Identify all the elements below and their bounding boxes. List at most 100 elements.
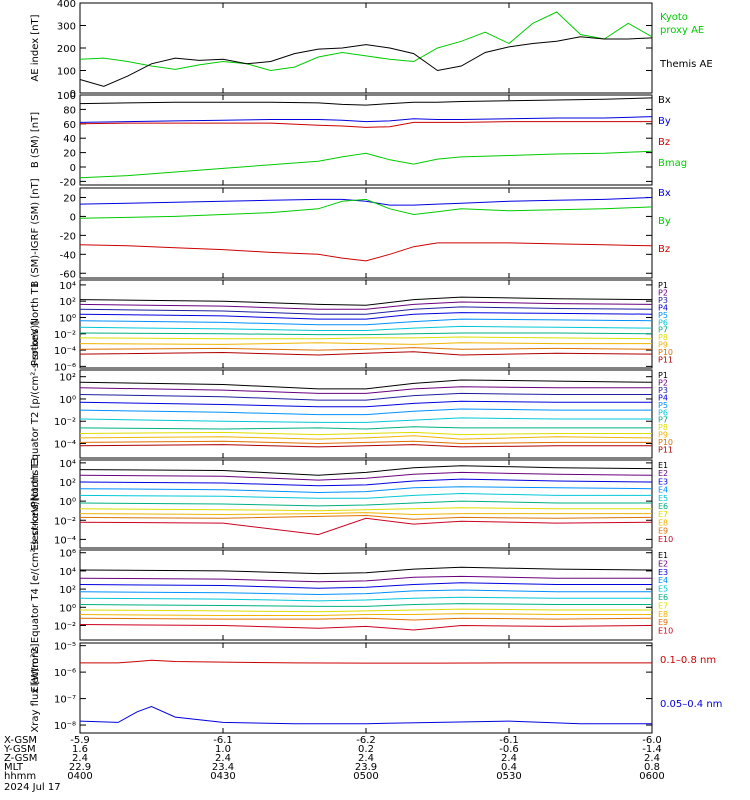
y-tick-label: 10⁻⁶	[54, 668, 76, 679]
x-axis-value: -6.1	[213, 735, 233, 746]
legend-entry: E2	[658, 559, 668, 568]
legend-entry: P11	[658, 356, 673, 365]
x-axis-value: 0530	[496, 771, 521, 782]
y-axis-label: Xray flux [W/m²2]	[30, 643, 41, 732]
x-axis-value: 0500	[353, 771, 378, 782]
legend-entry: P6	[658, 408, 668, 417]
x-axis-value: -0.6	[499, 744, 519, 755]
series-line-e5	[79, 492, 652, 499]
series-line-e10	[79, 517, 653, 536]
series-line-p6	[79, 325, 653, 331]
legend-entry: By	[658, 116, 671, 127]
series-line-e4	[79, 486, 653, 494]
y-tick-label: 10⁰	[59, 313, 76, 324]
series-line-p11	[79, 444, 652, 448]
y-tick-label: 0	[70, 163, 76, 174]
series-line-p8	[79, 336, 653, 340]
x-axis-value: 2.4	[501, 753, 517, 764]
legend-entry: E10	[658, 535, 673, 544]
y-tick-label: 10²	[59, 478, 76, 489]
x-axis-value: 0400	[67, 771, 92, 782]
y-tick-label: 10⁻²	[54, 621, 76, 632]
legend-entry: P4	[658, 393, 668, 402]
x-axis-value: -6.2	[356, 735, 376, 746]
series-line-p5	[79, 408, 652, 416]
y-tick-label: 10⁴	[59, 567, 76, 578]
series-line-p6	[79, 417, 652, 423]
x-axis-value: 22.9	[69, 762, 91, 773]
legend-entry: P3	[658, 296, 668, 305]
x-axis-value: 1.0	[215, 744, 231, 755]
series-line-e7	[79, 608, 652, 613]
y-axis-label: AE index [nT]	[30, 14, 41, 81]
y-tick-label: 10⁰	[59, 497, 76, 508]
x-axis-value: 1.6	[72, 744, 88, 755]
panel-frame	[79, 642, 653, 734]
legend-entry: P5	[658, 311, 668, 320]
y-tick-label: 200	[57, 44, 76, 55]
x-axis-value: -6.1	[499, 735, 519, 746]
legend-entry: P1	[658, 371, 668, 380]
series-line-bmag	[79, 150, 653, 179]
legend-entry: E10	[658, 627, 673, 636]
y-tick-label: 100	[57, 67, 76, 78]
legend-entry: By	[658, 216, 671, 227]
series-line-p3	[79, 392, 652, 401]
y-tick-label: 10⁻⁵	[54, 642, 76, 653]
series-line-bx	[79, 197, 653, 206]
legend-entry: P9	[658, 341, 668, 350]
series-line-bz	[79, 242, 653, 262]
y-tick-label: 0	[70, 89, 76, 100]
legend-entry: Bz	[658, 137, 670, 148]
legend-entry: P9	[658, 431, 668, 440]
x-axis-value: -1.4	[642, 744, 662, 755]
legend-entry: P1	[658, 281, 668, 290]
legend-entry: Bx	[658, 95, 671, 106]
y-tick-label: 10⁶	[59, 549, 76, 560]
y-tick-label: 10²	[59, 297, 76, 308]
legend-entry: P7	[658, 416, 668, 425]
x-axis-value: 0430	[210, 771, 235, 782]
x-axis-value: -5.9	[70, 735, 90, 746]
y-tick-label: 10⁴	[59, 459, 76, 470]
series-line-p10	[79, 440, 652, 445]
x-axis-row-label: Z-GSM	[4, 753, 37, 764]
y-tick-label: 80	[63, 105, 76, 116]
y-tick-label: 10⁻²	[54, 417, 76, 428]
x-axis-value: 23.4	[212, 762, 234, 773]
legend-entry: 0.05–0.4 nm	[660, 699, 722, 710]
y-tick-label: 20	[63, 193, 76, 204]
series-line-p4	[79, 400, 652, 408]
legend-entry: E3	[658, 477, 668, 486]
series-line-e3	[79, 478, 653, 487]
x-axis-value: 0.4	[501, 762, 517, 773]
y-tick-label: 100	[57, 91, 76, 102]
panel-frame	[79, 279, 653, 369]
legend-entry: E7	[658, 510, 668, 519]
panel-8: 10⁻⁸ 10⁻⁷ 10⁻⁶ 10⁻⁵ Xray flux [W/m²2] 0.1–0.8…	[30, 642, 722, 734]
series-line-p9	[79, 342, 652, 345]
legend-entry: E1	[658, 551, 668, 560]
series-line-p4	[79, 312, 653, 320]
y-tick-label: 10⁰	[59, 395, 76, 406]
series-line-e4	[79, 589, 652, 596]
series-line-p2	[79, 301, 653, 310]
legend-entry: Bmag	[658, 158, 687, 169]
y-tick-label: 20	[63, 149, 76, 160]
series-line-e5	[79, 596, 652, 602]
series-line-e2	[79, 471, 653, 481]
legend-entry: E8	[658, 610, 668, 619]
series-line-p7	[79, 332, 653, 336]
y-tick-label: 40	[63, 134, 76, 145]
y-tick-label: 10²	[59, 373, 76, 384]
panel-frame	[79, 94, 653, 186]
y-tick-label: 10⁻⁴	[54, 440, 76, 451]
legend-entry: E3	[658, 568, 668, 577]
panel-frame	[79, 2, 653, 94]
legend-entry: P10	[658, 348, 673, 357]
y-axis-label: Electrons Equator T4 [e/(cm²-s-sr-keV)]	[30, 497, 41, 692]
series-line-p2	[79, 386, 652, 394]
series-line-bx	[79, 97, 653, 106]
